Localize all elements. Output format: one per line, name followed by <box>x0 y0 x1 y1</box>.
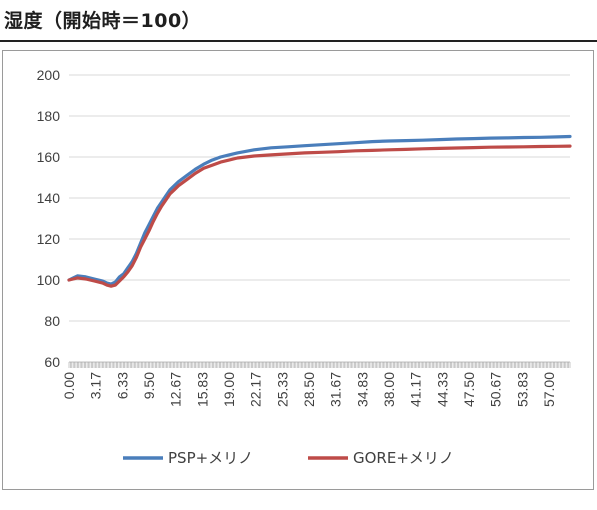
x-tick-label: 38.00 <box>381 372 397 407</box>
chart-area: 60 80 100 120 140 160 180 200 0.00 3.17 6.33 9.50 1… <box>2 50 594 490</box>
x-tick-label: 50.67 <box>488 372 504 407</box>
x-tick-label: 57.00 <box>541 372 557 407</box>
x-tick-label: 6.33 <box>114 372 130 399</box>
y-tick-label: 160 <box>37 149 61 165</box>
x-tick-label: 31.67 <box>328 372 344 407</box>
x-tick-label: 19.00 <box>221 372 237 407</box>
x-tick-label: 12.67 <box>168 372 184 407</box>
x-tick-label: 22.17 <box>248 372 264 407</box>
x-tick-label: 9.50 <box>141 372 157 399</box>
x-tick-label: 44.33 <box>434 372 450 407</box>
series-lines <box>67 134 572 288</box>
legend-label-2: GORE+メリノ <box>353 449 454 467</box>
x-tick-label: 0.00 <box>61 372 77 399</box>
x-tick-label: 34.83 <box>354 372 370 407</box>
series-line-2 <box>67 144 572 288</box>
y-tick-label: 60 <box>44 354 60 370</box>
x-tick-label: 3.17 <box>88 372 104 399</box>
y-tick-label: 180 <box>37 108 61 124</box>
title-divider <box>0 40 597 42</box>
y-tick-label: 140 <box>37 190 61 206</box>
y-tick-label: 100 <box>37 272 61 288</box>
grid-lines <box>69 74 570 363</box>
x-tick-label: 47.50 <box>461 372 477 407</box>
x-tick-label: 53.83 <box>514 372 530 407</box>
x-tick-label: 28.50 <box>301 372 317 407</box>
y-axis-ticks: 60 80 100 120 140 160 180 200 <box>37 67 61 370</box>
y-tick-label: 80 <box>44 313 60 329</box>
page-title: 湿度（開始時＝100） <box>4 10 202 32</box>
x-axis-ticks: 0.00 3.17 6.33 9.50 12.67 15.83 19.00 22.17 25.3… <box>61 362 571 407</box>
legend-label-1: PSP+メリノ <box>168 449 253 467</box>
x-tick-label: 25.33 <box>274 372 290 407</box>
x-tick-label: 15.83 <box>194 372 210 407</box>
y-tick-label: 120 <box>37 231 61 247</box>
y-tick-label: 200 <box>37 67 61 83</box>
series-line-1 <box>67 134 572 286</box>
legend: PSP+メリノ GORE+メリノ <box>123 449 454 467</box>
x-tick-label: 41.17 <box>408 372 424 407</box>
line-chart: 60 80 100 120 140 160 180 200 0.00 3.17 6.33 9.50 1… <box>37 67 572 467</box>
